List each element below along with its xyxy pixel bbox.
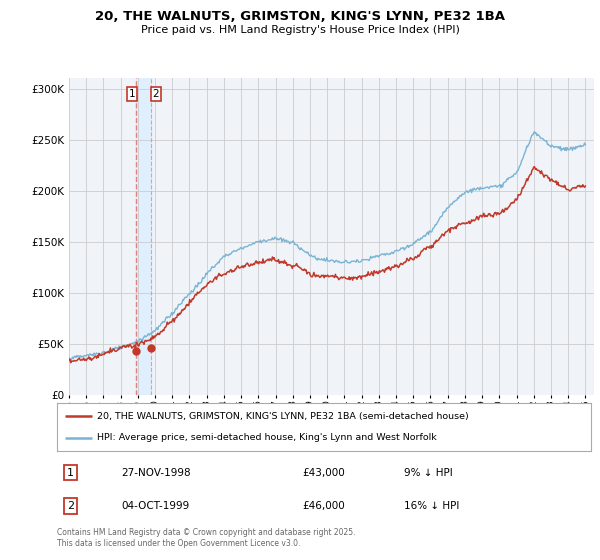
Bar [136, 78, 151, 395]
Text: 2: 2 [152, 88, 159, 99]
Text: 1: 1 [129, 88, 136, 99]
Text: £43,000: £43,000 [302, 468, 346, 478]
Text: 20, THE WALNUTS, GRIMSTON, KING'S LYNN, PE32 1BA (semi-detached house): 20, THE WALNUTS, GRIMSTON, KING'S LYNN, … [97, 412, 469, 421]
Text: 04-OCT-1999: 04-OCT-1999 [121, 501, 190, 511]
Text: 16% ↓ HPI: 16% ↓ HPI [404, 501, 460, 511]
Text: 1: 1 [67, 468, 74, 478]
Text: £46,000: £46,000 [302, 501, 346, 511]
Text: 9% ↓ HPI: 9% ↓ HPI [404, 468, 453, 478]
Text: HPI: Average price, semi-detached house, King's Lynn and West Norfolk: HPI: Average price, semi-detached house,… [97, 433, 437, 442]
Text: 20, THE WALNUTS, GRIMSTON, KING'S LYNN, PE32 1BA: 20, THE WALNUTS, GRIMSTON, KING'S LYNN, … [95, 10, 505, 22]
Text: 2: 2 [67, 501, 74, 511]
Text: 27-NOV-1998: 27-NOV-1998 [121, 468, 191, 478]
Text: Price paid vs. HM Land Registry's House Price Index (HPI): Price paid vs. HM Land Registry's House … [140, 25, 460, 35]
Text: Contains HM Land Registry data © Crown copyright and database right 2025.
This d: Contains HM Land Registry data © Crown c… [57, 528, 355, 548]
